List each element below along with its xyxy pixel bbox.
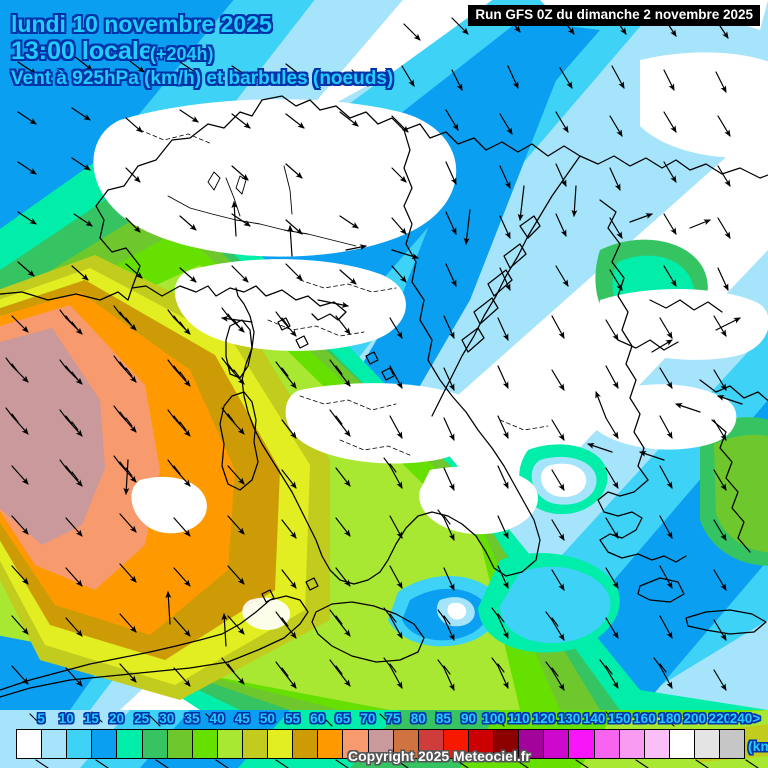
colorbar-swatch	[468, 730, 495, 758]
valid-date-label: lundi 10 novembre 2025	[11, 11, 272, 37]
colorbar-swatch	[519, 730, 545, 758]
colorbar-swatch	[720, 730, 745, 758]
colorbar-swatch	[142, 730, 168, 758]
colorbar-tick: 180	[658, 711, 681, 726]
colorbar-swatch	[368, 730, 394, 758]
colorbar-swatch	[318, 730, 344, 758]
colorbar-tick: 90	[460, 711, 476, 726]
colorbar-swatch	[694, 730, 721, 758]
colorbar-tick: 35	[184, 711, 200, 726]
colorbar-tick: 15	[83, 711, 99, 726]
colorbar-tick: 85	[435, 711, 451, 726]
colorbar-swatch	[67, 730, 93, 758]
colorbar-tick: 200	[683, 711, 706, 726]
colorbar-tick: 50	[259, 711, 275, 726]
colorbar-tick: 25	[134, 711, 150, 726]
wind-speed-field	[0, 0, 768, 710]
colorbar-tick: 60	[310, 711, 326, 726]
colorbar	[16, 729, 745, 759]
colorbar-tick: 70	[360, 711, 376, 726]
colorbar-swatch	[494, 730, 520, 758]
colorbar-tick: 30	[159, 711, 175, 726]
colorbar-tick: 20	[109, 711, 125, 726]
model-run-label: Run GFS 0Z du dimanche 2 novembre 2025	[468, 5, 760, 26]
colorbar-tick: 150	[608, 711, 631, 726]
colorbar-swatch	[669, 730, 695, 758]
colorbar-tick: 240>	[729, 711, 761, 726]
colorbar-tick: 5	[37, 711, 45, 726]
colorbar-swatch	[393, 730, 419, 758]
color-scale-legend: 5 10 15 20 25 30 35 40 45 50 55 60 65 70 75 80 85 90 100 11…	[0, 710, 768, 768]
colorbar-swatch	[443, 730, 469, 758]
colorbar-tick: 10	[58, 711, 74, 726]
weather-map-canvas[interactable]: lundi 10 novembre 2025 13:00 locale (+20…	[0, 0, 768, 710]
colorbar-swatch	[192, 730, 218, 758]
colorbar-swatch	[268, 730, 294, 758]
colorbar-tick: 75	[385, 711, 401, 726]
colorbar-tick: 120	[532, 711, 556, 726]
colorbar-tick-labels: 5 10 15 20 25 30 35 40 45 50 55 60 65 70 75 80 85 90 100 11…	[0, 710, 768, 729]
colorbar-tick: 130	[557, 711, 581, 726]
forecast-hour-label: (+204h)	[150, 44, 214, 64]
colorbar-swatch	[619, 730, 645, 758]
colorbar-tick: 40	[209, 711, 225, 726]
colorbar-swatch	[293, 730, 319, 758]
colorbar-swatch	[217, 730, 243, 758]
valid-time-label: 13:00 locale	[11, 37, 153, 65]
colorbar-swatch	[594, 730, 620, 758]
colorbar-tick: 80	[410, 711, 426, 726]
colorbar-tick: 100	[482, 711, 505, 726]
colorbar-swatch	[242, 730, 269, 758]
colorbar-tick: 45	[234, 711, 250, 726]
copyright-label: Copyright 2025 Meteociel.fr	[348, 748, 531, 764]
colorbar-swatch	[569, 730, 595, 758]
colorbar-swatch	[343, 730, 369, 758]
colorbar-tick: 55	[285, 711, 301, 726]
colorbar-swatch	[17, 730, 43, 758]
colorbar-tick: 110	[507, 711, 530, 726]
colorbar-tick: 140	[582, 711, 606, 726]
colorbar-tick: 160	[633, 711, 656, 726]
colorbar-swatch	[544, 730, 570, 758]
colorbar-tick: 65	[335, 711, 351, 726]
colorbar-swatch	[644, 730, 670, 758]
colorbar-swatch	[117, 730, 143, 758]
colorbar-swatch	[42, 730, 68, 758]
colorbar-swatch	[167, 730, 193, 758]
colorbar-swatch	[92, 730, 118, 758]
colorbar-tick: 220	[708, 711, 732, 726]
colorbar-unit-label: (km/h)	[748, 738, 768, 754]
colorbar-swatch	[418, 730, 444, 758]
parameter-label: Vent à 925hPa (km/h) et barbules (noeuds…	[11, 68, 394, 89]
